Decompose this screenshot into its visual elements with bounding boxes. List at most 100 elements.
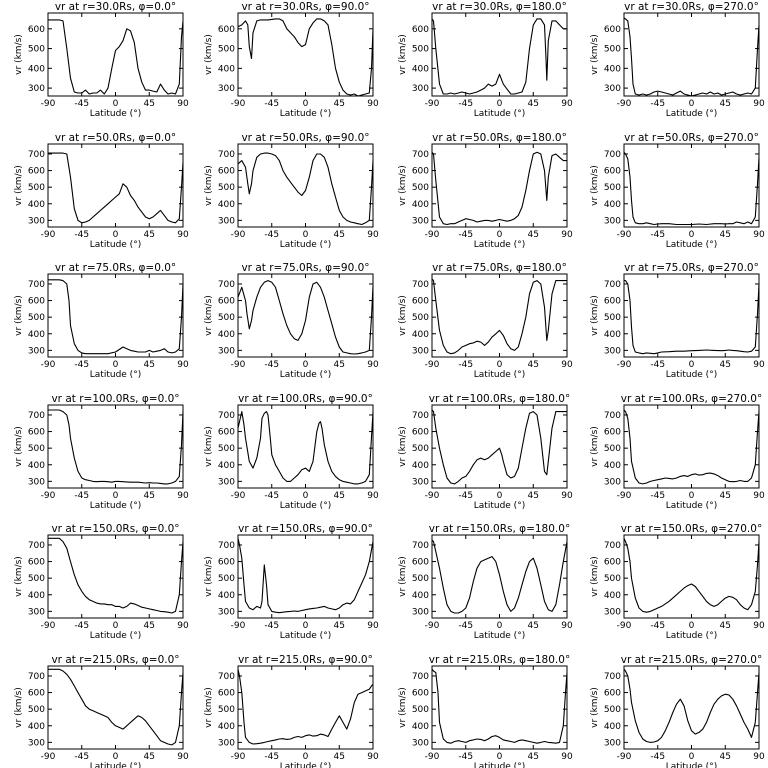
x-axis-label: Latitude (°) <box>474 370 525 380</box>
panel-title: vr at r=50.0Rs, φ=270.0° <box>624 132 759 144</box>
y-tick-label: 500 <box>604 705 621 715</box>
panel-24: vr at r=215.0Rs, φ=270.0° -90 -45 0 45 90 Lati… <box>590 654 765 768</box>
y-tick-label: 500 <box>218 183 235 193</box>
x-axis-label: Latitude (°) <box>90 109 141 119</box>
plot-frame <box>47 273 184 358</box>
y-tick-label: 500 <box>28 313 45 323</box>
x-axis-label: Latitude (°) <box>474 501 525 511</box>
panel-13: vr at r=100.0Rs, φ=0.0° -90 -45 0 45 90 Latitu… <box>14 393 189 511</box>
x-tick-label: 0 <box>113 99 119 109</box>
y-tick-label: 600 <box>28 428 45 438</box>
panel-16: vr at r=100.0Rs, φ=270.0° -90 -45 0 45 90 Lati… <box>590 393 765 511</box>
x-tick-label: 0 <box>303 491 309 501</box>
x-tick-label: 45 <box>720 752 731 762</box>
x-tick-label: 90 <box>177 99 189 109</box>
x-tick-label: 90 <box>177 621 189 631</box>
x-tick-label: 45 <box>144 99 155 109</box>
x-tick-label: 0 <box>497 491 503 501</box>
y-tick-label: 300 <box>604 84 621 94</box>
plot-frame <box>623 273 760 358</box>
series-line <box>624 280 760 355</box>
x-tick-label: -90 <box>425 230 440 240</box>
x-axis-label: Latitude (°) <box>666 501 717 511</box>
y-tick-label: 400 <box>218 461 235 471</box>
panel-title: vr at r=75.0Rs, φ=0.0° <box>55 262 176 274</box>
panel-title: vr at r=100.0Rs, φ=90.0° <box>238 393 373 405</box>
x-tick-label: -45 <box>264 752 279 762</box>
x-axis-label: Latitude (°) <box>90 240 141 250</box>
y-axis-label: vr (km/s) <box>204 295 214 336</box>
y-tick-label: 300 <box>604 216 621 226</box>
x-tick-label: -45 <box>74 752 89 762</box>
panel-title: vr at r=100.0Rs, φ=180.0° <box>429 393 570 405</box>
y-tick-label: 700 <box>412 280 429 290</box>
y-axis-label: vr (km/s) <box>14 426 24 467</box>
y-tick-label: 700 <box>28 672 45 682</box>
plot-frame <box>623 665 760 750</box>
series-line <box>623 17 760 97</box>
x-tick-label: 90 <box>753 230 765 240</box>
y-tick-label: 600 <box>412 167 429 177</box>
x-tick-label: 90 <box>177 230 189 240</box>
x-tick-label: 0 <box>303 752 309 762</box>
panel-6: vr at r=50.0Rs, φ=90.0° -90 -45 0 45 90 Latitu… <box>204 132 379 250</box>
y-tick-label: 600 <box>604 558 621 568</box>
x-tick-label: 0 <box>113 621 119 631</box>
y-tick-label: 500 <box>412 45 429 55</box>
plot-frame <box>431 143 568 228</box>
x-axis-label: Latitude (°) <box>280 501 331 511</box>
x-tick-label: -90 <box>425 752 440 762</box>
y-tick-label: 700 <box>218 280 235 290</box>
y-tick-label: 600 <box>412 558 429 568</box>
y-axis-label: vr (km/s) <box>590 426 600 467</box>
x-tick-label: 0 <box>113 491 119 501</box>
x-tick-label: -90 <box>425 621 440 631</box>
y-tick-label: 700 <box>412 150 429 160</box>
y-tick-label: 600 <box>412 428 429 438</box>
x-tick-label: -45 <box>458 621 473 631</box>
y-tick-label: 500 <box>28 45 45 55</box>
x-tick-label: -90 <box>41 752 56 762</box>
panel-14: vr at r=100.0Rs, φ=90.0° -90 -45 0 45 90 Latit… <box>204 393 379 511</box>
x-tick-label: 90 <box>753 491 765 501</box>
panel-title: vr at r=75.0Rs, φ=270.0° <box>624 262 759 274</box>
x-tick-label: 90 <box>561 491 573 501</box>
x-tick-label: 45 <box>528 491 539 501</box>
y-axis-label: vr (km/s) <box>590 687 600 728</box>
x-tick-label: 0 <box>113 752 119 762</box>
plot-frame <box>623 534 760 619</box>
x-tick-label: 90 <box>367 99 379 109</box>
x-tick-label: -90 <box>231 230 246 240</box>
y-axis-label: vr (km/s) <box>204 165 214 206</box>
plot-frame <box>47 143 184 228</box>
y-tick-label: 600 <box>412 25 429 35</box>
x-axis-label: Latitude (°) <box>90 370 141 380</box>
x-tick-label: 0 <box>303 99 309 109</box>
x-axis-label: Latitude (°) <box>474 109 525 119</box>
y-tick-label: 700 <box>604 280 621 290</box>
x-tick-label: 0 <box>689 491 695 501</box>
x-tick-label: -45 <box>650 360 665 370</box>
y-tick-label: 700 <box>218 672 235 682</box>
y-tick-label: 700 <box>218 150 235 160</box>
x-tick-label: -90 <box>617 491 632 501</box>
y-tick-label: 300 <box>28 607 45 617</box>
y-tick-label: 700 <box>28 280 45 290</box>
panel-title: vr at r=50.0Rs, φ=90.0° <box>241 132 369 144</box>
x-tick-label: -45 <box>458 491 473 501</box>
y-tick-label: 400 <box>412 64 429 74</box>
x-tick-label: 90 <box>367 491 379 501</box>
x-axis-label: Latitude (°) <box>90 501 141 511</box>
x-tick-label: 45 <box>720 99 731 109</box>
y-tick-label: 600 <box>218 689 235 699</box>
y-tick-label: 300 <box>604 738 621 748</box>
x-tick-label: -45 <box>650 491 665 501</box>
series-line <box>431 18 567 95</box>
x-tick-label: -45 <box>74 621 89 631</box>
x-tick-label: 45 <box>144 491 155 501</box>
y-tick-label: 400 <box>604 461 621 471</box>
y-axis-label: vr (km/s) <box>398 426 408 467</box>
y-tick-label: 300 <box>28 477 45 487</box>
panel-4: vr at r=30.0Rs, φ=270.0° -90 -45 0 45 90 Latit… <box>590 1 765 119</box>
y-axis-label: vr (km/s) <box>14 556 24 597</box>
